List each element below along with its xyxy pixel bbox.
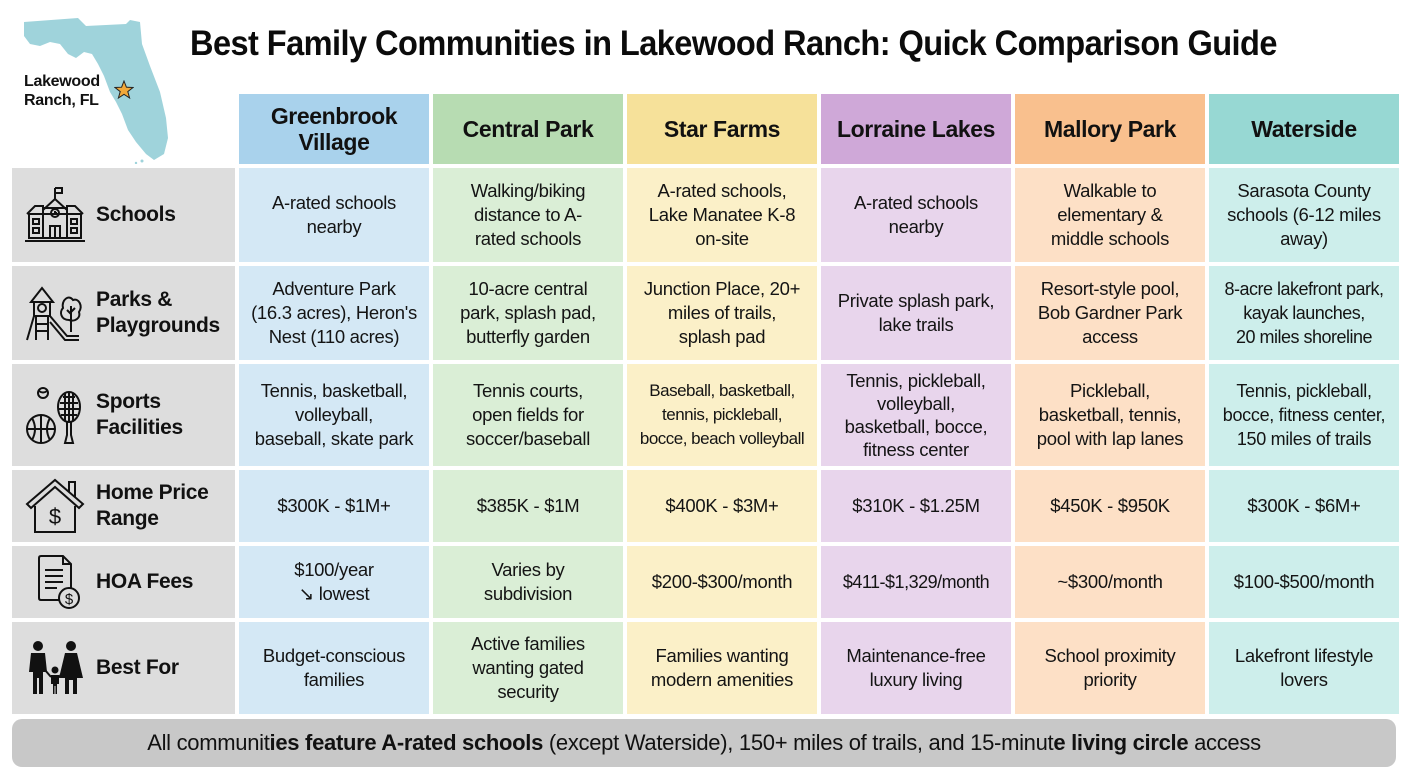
table-cell: Walkable to elementary & middle schools — [1015, 168, 1205, 262]
table-cell: Families wanting modern amenities — [627, 622, 817, 714]
table-cell: A-rated schools, Lake Manatee K-8 on-sit… — [627, 168, 817, 262]
sports-ball-racket-icon — [24, 384, 86, 446]
house-dollar-icon: $ — [24, 475, 86, 537]
table-cell: $200-$300/month — [627, 546, 817, 618]
svg-text:$: $ — [65, 591, 74, 608]
page-title: Best Family Communities in Lakewood Ranc… — [190, 24, 1277, 63]
table-cell: $310K - $1.25M — [821, 470, 1011, 542]
table-cell: Junction Place, 20+ miles of trails, spl… — [627, 266, 817, 360]
row-label-text: HOA Fees — [96, 570, 194, 593]
row-label-text: Best For — [96, 656, 179, 679]
table-cell: $450K - $950K — [1015, 470, 1205, 542]
table-cell: 10-acre central park, splash pad, butter… — [433, 266, 623, 360]
row-label-hoa-fees: $ HOA Fees — [12, 546, 235, 618]
row-label-text: Parks & Playgrounds — [96, 288, 220, 337]
table-cell: Tennis courts, open fields for soccer/ba… — [433, 364, 623, 466]
row-label-schools: Schools — [12, 168, 235, 262]
table-cell: A-rated schools nearby — [821, 168, 1011, 262]
table-cell: Tennis, basketball, volleyball, baseball… — [239, 364, 429, 466]
florida-map-icon — [24, 18, 168, 165]
svg-text:$: $ — [49, 504, 61, 529]
playground-tree-icon — [24, 282, 86, 344]
school-building-icon — [24, 184, 86, 246]
table-cell: Maintenance-free luxury living — [821, 622, 1011, 714]
table-cell: Adventure Park (16.3 acres), Heron's Nes… — [239, 266, 429, 360]
table-cell: Active families wanting gated security — [433, 622, 623, 714]
row-label-text: Home Price Range — [96, 481, 209, 530]
family-icon — [24, 637, 86, 699]
row-label-sports-facilities: Sports Facilities — [12, 364, 235, 466]
column-header-lorraine-lakes: Lorraine Lakes — [821, 94, 1011, 164]
footer-text-1: All communit — [147, 730, 270, 755]
table-cell: $411-$1,329/month — [821, 546, 1011, 618]
table-corner — [12, 94, 235, 164]
footer-text-bold-1: ies feature A-rated schools — [269, 730, 544, 755]
table-cell: Sarasota County schools (6-12 miles away… — [1209, 168, 1399, 262]
florida-map — [18, 14, 178, 165]
table-cell: Resort-style pool, Bob Gardner Park acce… — [1015, 266, 1205, 360]
table-cell: Pickleball, basketball, tennis, pool wit… — [1015, 364, 1205, 466]
column-header-waterside: Waterside — [1209, 94, 1399, 164]
table-cell: $385K - $1M — [433, 470, 623, 542]
table-cell: Varies by subdivision — [433, 546, 623, 618]
table-cell: Lakefront lifestyle lovers — [1209, 622, 1399, 714]
column-header-greenbrook-village: Greenbrook Village — [239, 94, 429, 164]
table-cell: Walking/biking distance to A- rated scho… — [433, 168, 623, 262]
table-cell: A-rated schools nearby — [239, 168, 429, 262]
star-icon — [114, 80, 134, 100]
row-label-text: Schools — [96, 203, 176, 226]
table-cell: $100-$500/month — [1209, 546, 1399, 618]
comparison-table: Greenbrook Village Central Park Star Far… — [12, 94, 1399, 714]
column-header-central-park: Central Park — [433, 94, 623, 164]
table-cell: $400K - $3M+ — [627, 470, 817, 542]
location-label-line1: Lakewood — [24, 73, 100, 90]
table-cell: Tennis, pickleball, bocce, fitness cente… — [1209, 364, 1399, 466]
table-cell: ~$300/month — [1015, 546, 1205, 618]
footer-text-3: access — [1188, 730, 1261, 755]
column-header-mallory-park: Mallory Park — [1015, 94, 1205, 164]
footer-summary: All communit ies feature A-rated schools … — [12, 719, 1396, 767]
table-cell: $100/year ↘ lowest — [239, 546, 429, 618]
table-cell: Baseball, basketball, tennis, pickleball… — [627, 364, 817, 466]
row-label-best-for: Best For — [12, 622, 235, 714]
document-dollar-icon: $ — [24, 551, 86, 613]
column-header-star-farms: Star Farms — [627, 94, 817, 164]
table-cell: Budget-conscious families — [239, 622, 429, 714]
row-label-parks-playgrounds: Parks & Playgrounds — [12, 266, 235, 360]
location-label: Lakewood Ranch, FL — [24, 72, 100, 110]
table-cell: $300K - $1M+ — [239, 470, 429, 542]
table-cell: $300K - $6M+ — [1209, 470, 1399, 542]
footer-text-bold-2: e living circle — [1053, 730, 1189, 755]
location-label-line2: Ranch, FL — [24, 92, 99, 109]
table-cell: Tennis, pickleball, volleyball, basketba… — [821, 364, 1011, 466]
footer-text-2: (except Waterside), 150+ miles of trails… — [543, 730, 1054, 755]
row-label-home-price-range: $ Home Price Range — [12, 470, 235, 542]
row-label-text: Sports Facilities — [96, 390, 183, 439]
table-cell: School proximity priority — [1015, 622, 1205, 714]
table-cell: Private splash park, lake trails — [821, 266, 1011, 360]
table-cell: 8-acre lakefront park, kayak launches, 2… — [1209, 266, 1399, 360]
